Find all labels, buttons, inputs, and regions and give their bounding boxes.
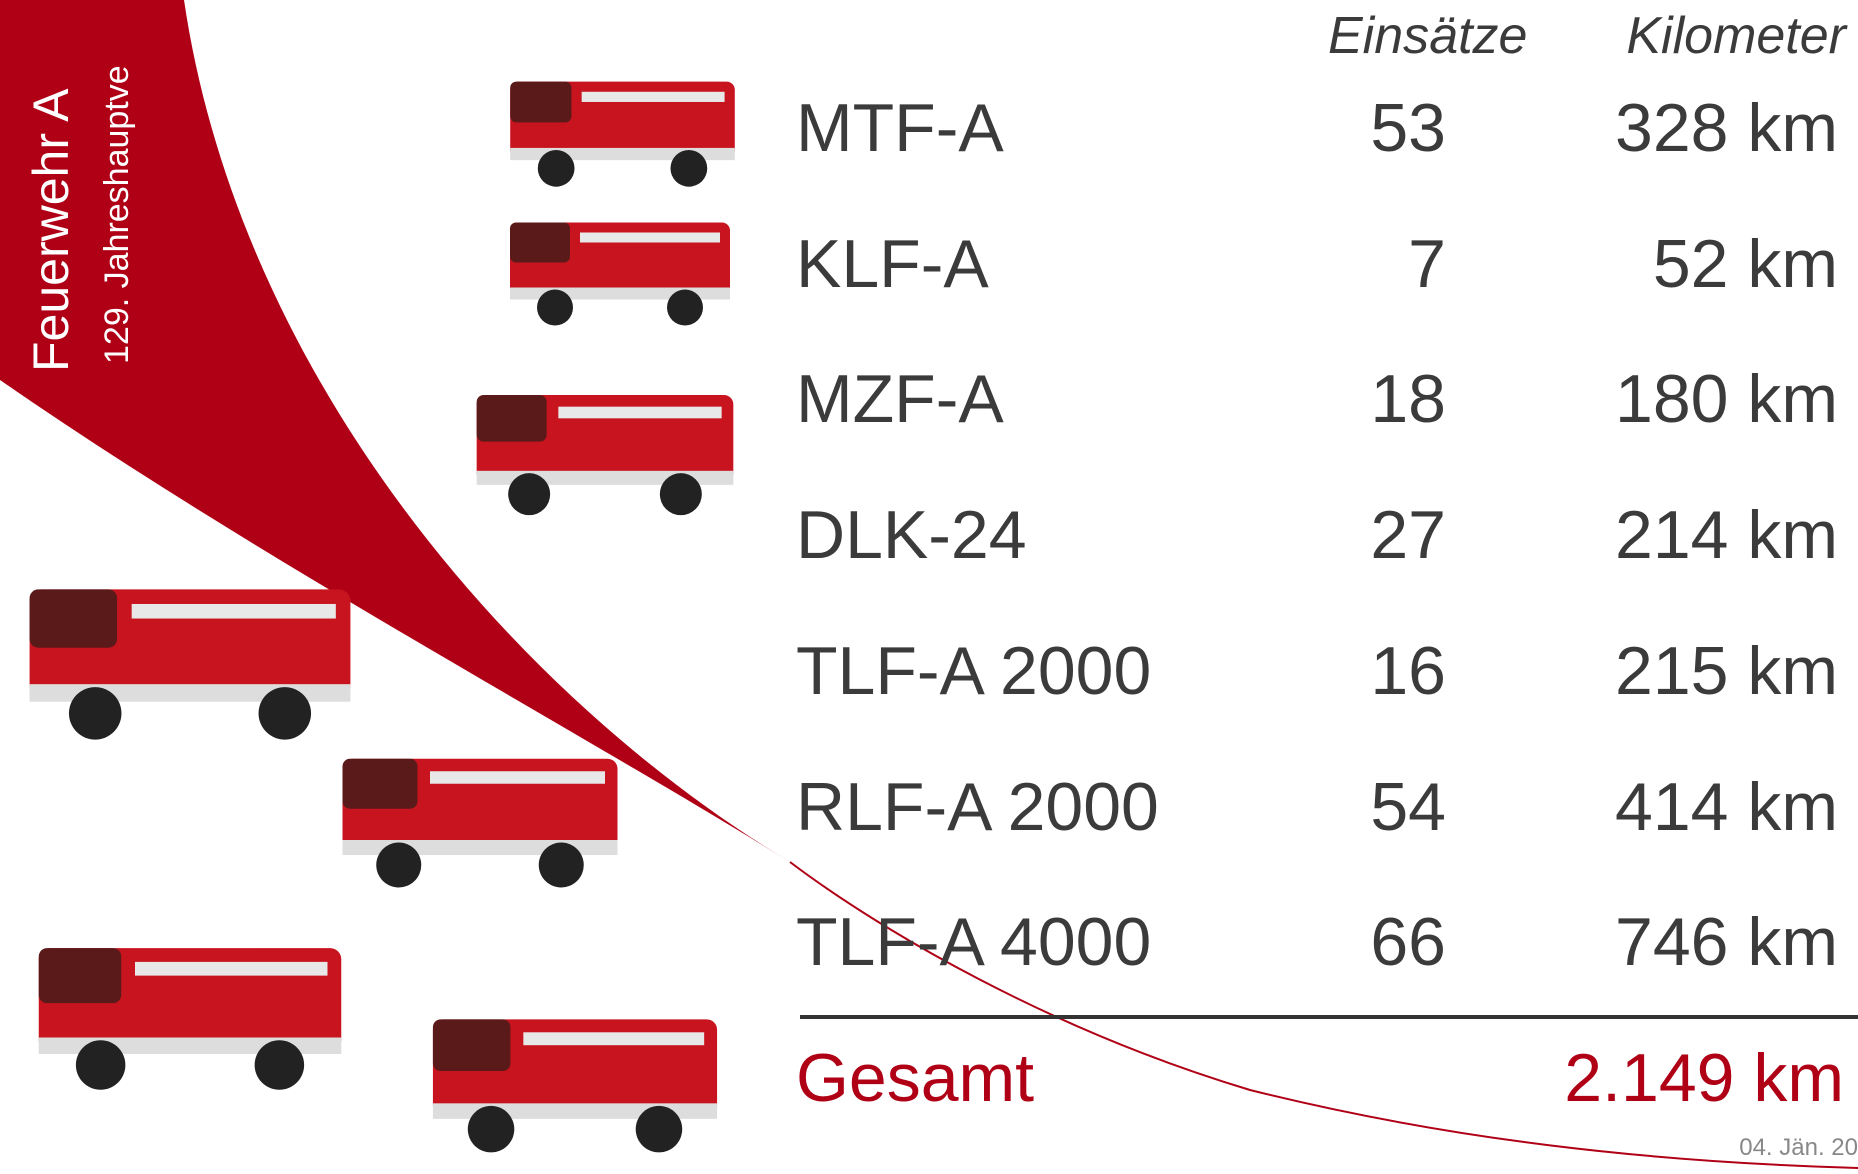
kilometers: 52 km <box>1653 230 1838 298</box>
vehicle-name: TLF-A 4000 <box>796 908 1151 976</box>
kilometers: 180 km <box>1615 365 1838 433</box>
missions: 16 <box>1370 637 1446 705</box>
subtitle: 129. Jahreshauptve <box>100 65 134 364</box>
missions: 27 <box>1370 501 1446 569</box>
kilometers: 215 km <box>1615 637 1838 705</box>
kilometers: 214 km <box>1615 501 1838 569</box>
column-header: Einsätze <box>1328 10 1527 62</box>
missions: 53 <box>1370 94 1446 162</box>
column-header: Kilometer <box>1626 10 1846 62</box>
vehicle-name: MTF-A <box>796 94 1004 162</box>
vehicle-name: MZF-A <box>796 365 1004 433</box>
vehicle-image <box>510 82 735 187</box>
vehicle-image <box>477 395 734 515</box>
vehicle-name: DLK-24 <box>796 501 1027 569</box>
vehicle-image <box>433 1019 717 1152</box>
vehicle-name: RLF-A 2000 <box>796 773 1159 841</box>
vehicle-name: KLF-A <box>796 230 989 298</box>
kilometers: 746 km <box>1615 908 1838 976</box>
total-value: 2.149 km <box>1564 1044 1844 1112</box>
title: Feuerwehr A <box>26 89 76 372</box>
vehicle-image <box>343 759 618 888</box>
kilometers: 328 km <box>1615 94 1838 162</box>
missions: 7 <box>1408 230 1446 298</box>
total-label: Gesamt <box>796 1044 1034 1112</box>
missions: 66 <box>1370 908 1446 976</box>
missions: 54 <box>1370 773 1446 841</box>
missions: 18 <box>1370 365 1446 433</box>
vehicle-image <box>30 589 351 739</box>
vehicle-image <box>510 223 730 326</box>
slide: Feuerwehr A 129. Jahreshauptve Einsätze K… <box>0 0 1858 1174</box>
kilometers: 414 km <box>1615 773 1838 841</box>
footer-date: 04. Jän. 20 <box>1739 1136 1858 1160</box>
vehicle-image <box>39 948 342 1090</box>
background <box>0 0 1858 1174</box>
vehicle-name: TLF-A 2000 <box>796 637 1151 705</box>
